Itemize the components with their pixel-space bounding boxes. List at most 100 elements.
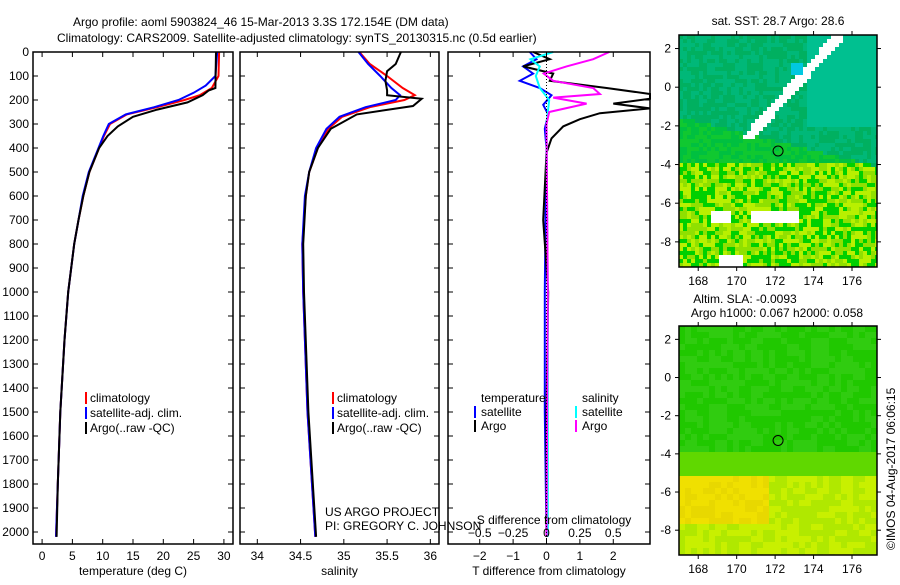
map-cell: [691, 175, 695, 179]
map-cell: [799, 251, 803, 255]
map-cell: [783, 39, 787, 43]
map-cell: [703, 135, 707, 139]
map-cell: [683, 59, 687, 63]
map-cell: [863, 119, 867, 123]
map-cell: [781, 434, 787, 440]
map-cell: [815, 119, 819, 123]
map-cell: [795, 71, 799, 75]
map-cell: [679, 79, 683, 83]
map-cell: [827, 123, 831, 127]
map-cell: [859, 464, 865, 470]
map-cell: [847, 536, 853, 542]
map-cell: [679, 470, 685, 476]
map-cell: [799, 512, 805, 518]
map-cell: [723, 219, 727, 223]
map-cell: [871, 239, 875, 243]
map-cell: [699, 123, 703, 127]
map-cell: [731, 135, 735, 139]
map-cell: [771, 135, 775, 139]
map-cell: [767, 215, 771, 219]
map-cell: [863, 163, 867, 167]
map-cell: [831, 215, 835, 219]
map-cell: [727, 107, 731, 111]
map-cell: [715, 231, 719, 235]
map-cell: [783, 199, 787, 203]
map-cell: [847, 530, 853, 536]
map-cell: [831, 175, 835, 179]
map-cell: [763, 147, 767, 151]
map-cell: [815, 135, 819, 139]
map-cell: [691, 55, 695, 59]
map-cell: [807, 155, 811, 159]
map-cell: [867, 99, 871, 103]
map-cell: [707, 95, 711, 99]
map-cell: [751, 147, 755, 151]
map-cell: [811, 195, 815, 199]
map-cell: [811, 63, 815, 67]
map-cell: [731, 251, 735, 255]
map-cell: [751, 75, 755, 79]
map-cell: [679, 207, 683, 211]
map-cell: [721, 344, 727, 350]
map-cell: [853, 326, 859, 332]
map-cell: [865, 374, 871, 380]
map-cell: [755, 235, 759, 239]
map-cell: [685, 452, 691, 458]
map-cell: [775, 247, 779, 251]
map-cell: [747, 219, 751, 223]
map-cell: [805, 344, 811, 350]
map-cell: [851, 263, 855, 267]
map-cell: [763, 135, 767, 139]
map-cell: [871, 440, 877, 446]
map-cell: [711, 99, 715, 103]
map-cell: [859, 67, 863, 71]
map-cell: [865, 434, 871, 440]
map-cell: [843, 223, 847, 227]
map-cell: [695, 95, 699, 99]
map-cell: [721, 518, 727, 524]
map-cell: [855, 199, 859, 203]
map-cell: [867, 95, 871, 99]
map-cell: [715, 119, 719, 123]
map-cell: [767, 175, 771, 179]
map-cell: [831, 99, 835, 103]
map-cell: [723, 211, 727, 215]
map-cell: [763, 416, 769, 422]
map-cell: [827, 51, 831, 55]
map-cell: [823, 151, 827, 155]
map-cell: [735, 155, 739, 159]
map-cell: [807, 71, 811, 75]
map-cell: [735, 79, 739, 83]
map-cell: [721, 512, 727, 518]
map-cell: [817, 482, 823, 488]
map-cell: [783, 135, 787, 139]
map-cell: [707, 163, 711, 167]
map-cell: [843, 247, 847, 251]
map-cell: [687, 215, 691, 219]
map-cell: [823, 500, 829, 506]
map-cell: [695, 211, 699, 215]
map-cell: [715, 227, 719, 231]
map-cell: [763, 99, 767, 103]
map-cell: [859, 163, 863, 167]
map-cell: [751, 350, 757, 356]
map-cell: [739, 506, 745, 512]
map-cell: [739, 35, 743, 39]
map-cell: [851, 223, 855, 227]
map-cell: [699, 199, 703, 203]
map-cell: [823, 91, 827, 95]
map-cell: [847, 243, 851, 247]
map-cell: [721, 332, 727, 338]
map-cell: [847, 139, 851, 143]
map-cell: [799, 211, 803, 215]
map-cell: [827, 191, 831, 195]
map-cell: [715, 524, 721, 530]
map-cell: [867, 219, 871, 223]
map-cell: [865, 362, 871, 368]
map-cell: [783, 175, 787, 179]
map-cell: [727, 227, 731, 231]
map-cell: [799, 386, 805, 392]
map-cell: [727, 518, 733, 524]
map-cell: [805, 488, 811, 494]
map-cell: [763, 223, 767, 227]
